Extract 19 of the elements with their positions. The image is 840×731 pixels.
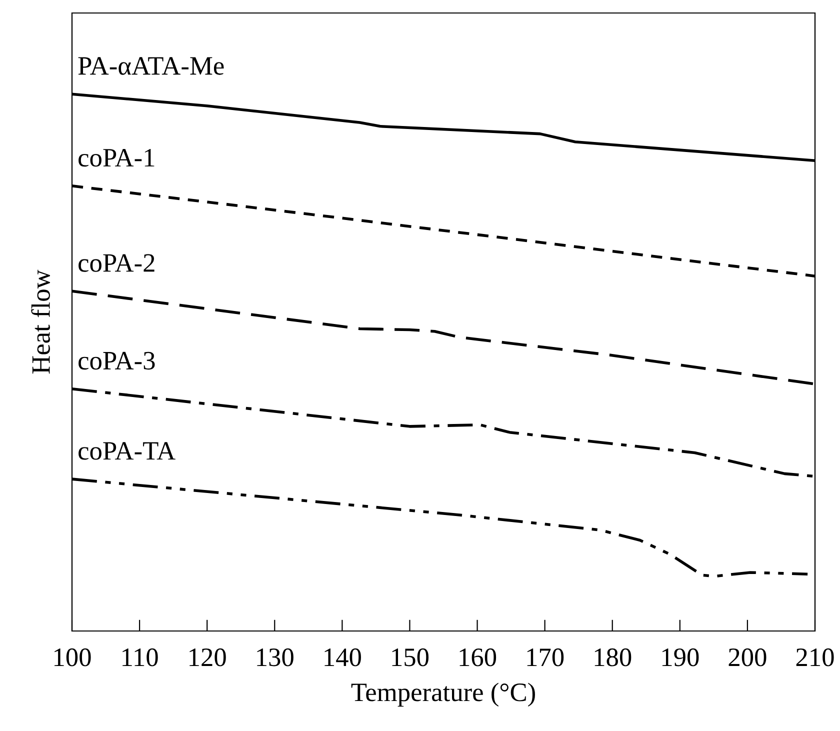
series-label: coPA-2 xyxy=(78,254,154,272)
series-label: coPA-1 xyxy=(78,148,154,167)
x-tick-label: 170 xyxy=(527,648,564,666)
series-label: coPA-3 xyxy=(78,352,155,370)
x-tick-label: 160 xyxy=(460,648,496,666)
x-tick-label: 130 xyxy=(257,648,294,666)
x-tick-label: 100 xyxy=(54,648,91,666)
x-tick-label: 110 xyxy=(122,648,158,666)
x-tick-label: 210 xyxy=(796,648,834,666)
x-tick-label: 190 xyxy=(662,648,699,666)
x-axis-title: Temperature (°C) xyxy=(351,682,535,707)
x-tick-label: 200 xyxy=(728,648,766,666)
x-tick-label: 120 xyxy=(190,648,226,666)
series-label: PA-αATA-Me xyxy=(78,57,224,75)
series-label: coPA-TA xyxy=(78,442,176,460)
x-tick-label: 150 xyxy=(392,648,429,666)
y-axis-title: Heat flow xyxy=(31,270,50,374)
x-tick-label: 140 xyxy=(324,648,361,666)
x-tick-label: 180 xyxy=(594,648,632,666)
